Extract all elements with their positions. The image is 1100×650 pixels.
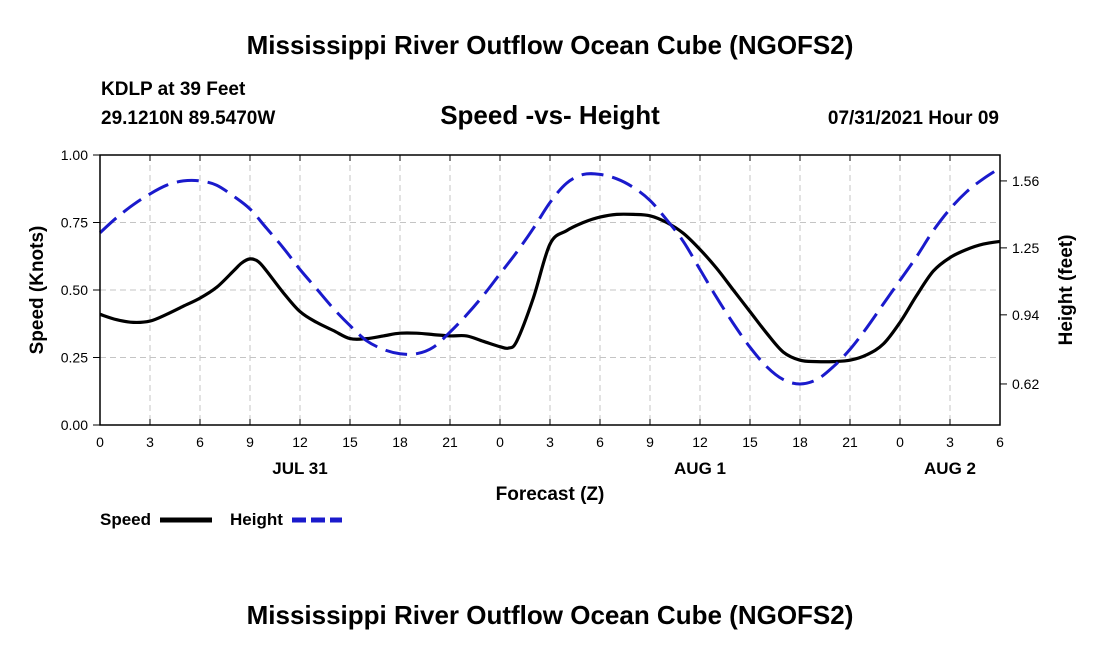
y2-tick-label: 1.25 <box>1012 240 1039 256</box>
x-tick-label: 3 <box>946 434 954 450</box>
x-tick-label: 18 <box>792 434 808 450</box>
height-series-line <box>98 166 1001 386</box>
gridlines <box>100 155 1000 425</box>
date-label: JUL 31 <box>272 459 327 478</box>
date-label: AUG 1 <box>674 459 726 478</box>
legend-height-label: Height <box>230 510 283 529</box>
x-tick-label: 21 <box>842 434 858 450</box>
x-axis-label: Forecast (Z) <box>496 484 605 505</box>
x-tick-label: 6 <box>996 434 1004 450</box>
bottom-title: Mississippi River Outflow Ocean Cube (NG… <box>247 600 854 630</box>
y-axis-label: Speed (Knots) <box>27 226 48 355</box>
y-tick-label: 0.00 <box>61 417 88 433</box>
x-tick-label: 0 <box>96 434 104 450</box>
chart-title: Speed -vs- Height <box>440 100 660 130</box>
y2-axis-label: Height (feet) <box>1056 235 1077 346</box>
y-tick-label: 1.00 <box>61 147 88 163</box>
x-tick-label: 15 <box>742 434 758 450</box>
y2-tick-label: 0.94 <box>1012 307 1039 323</box>
x-tick-label: 6 <box>596 434 604 450</box>
legend-speed-label: Speed <box>100 510 151 529</box>
date-label: AUG 2 <box>924 459 976 478</box>
legend: Speed Height <box>100 510 342 529</box>
x-tick-label: 12 <box>292 434 308 450</box>
x-tick-label: 12 <box>692 434 708 450</box>
y2-tick-label: 0.62 <box>1012 376 1039 392</box>
x-tick-label: 9 <box>246 434 254 450</box>
station-label: KDLP at 39 Feet <box>101 79 246 100</box>
x-tick-label: 18 <box>392 434 408 450</box>
y2-tick-label: 1.56 <box>1012 173 1039 189</box>
x-tick-label: 21 <box>442 434 458 450</box>
forecast-datetime: 07/31/2021 Hour 09 <box>828 108 999 129</box>
y-tick-label: 0.75 <box>61 215 88 231</box>
axes: 0 3 6 9 12 15 18 21 0 3 6 9 12 15 18 21 0 3 6 JUL 31 AUG 1 AU… <box>61 147 1040 478</box>
y-tick-label: 0.25 <box>61 350 88 366</box>
x-tick-label: 3 <box>546 434 554 450</box>
x-tick-label: 3 <box>146 434 154 450</box>
speed-series-line <box>99 212 1001 364</box>
x-tick-label: 0 <box>896 434 904 450</box>
x-tick-label: 15 <box>342 434 358 450</box>
coordinates-label: 29.1210N 89.5470W <box>101 108 275 129</box>
data-series <box>98 166 1001 386</box>
x-tick-label: 9 <box>646 434 654 450</box>
main-title: Mississippi River Outflow Ocean Cube (NG… <box>247 30 854 60</box>
x-tick-label: 6 <box>196 434 204 450</box>
y-tick-label: 0.50 <box>61 282 88 298</box>
x-tick-label: 0 <box>496 434 504 450</box>
